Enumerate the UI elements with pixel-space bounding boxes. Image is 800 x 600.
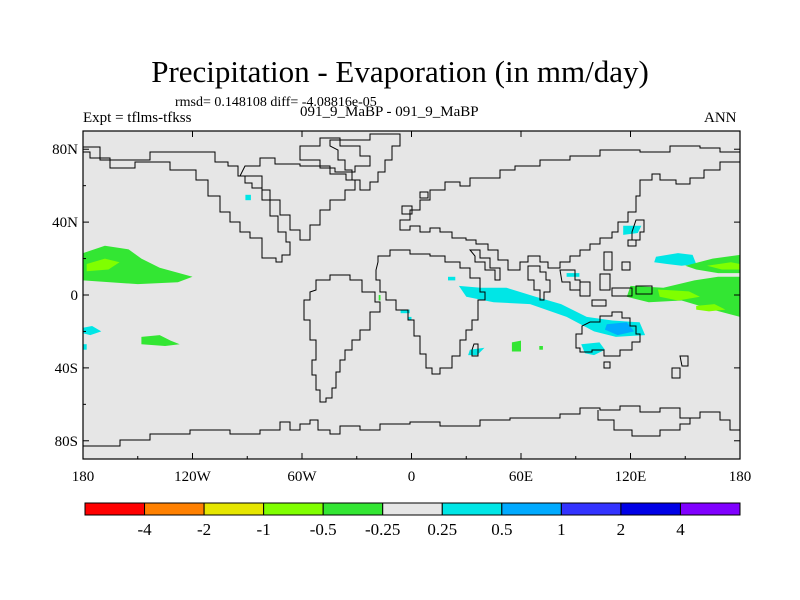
contour-region-7 [654,253,697,266]
colorbar-box [263,502,324,516]
x-tick-label: 180 [729,469,752,485]
contour-layer [83,194,740,356]
contour-region-17 [657,289,700,301]
x-tick-label: 120W [174,469,212,485]
colorbar-label: 2 [617,520,626,539]
colorbar-label: -0.25 [365,520,400,539]
contour-region-1 [86,258,120,272]
colorbar-label: 1 [557,520,566,539]
contour-region-13 [448,276,456,281]
contour-region-0 [83,245,193,285]
colorbar-box [679,502,741,516]
stats-text: rmsd= 0.148108 diff= -4.08816e-05 [175,95,377,110]
colorbar-label: 0.5 [491,520,512,539]
contour-region-23 [539,346,543,350]
colorbar-box [84,502,146,516]
contour-region-20 [707,262,740,270]
contour-region-2 [141,335,180,346]
colorbar-label: -1 [257,520,271,539]
y-tick-label: 0 [71,288,79,304]
colorbar-box [620,502,681,516]
axes: 180 120W 60W 0 60E 120E 180 80N 40N 0 40S 80S [52,131,751,485]
contour-region-21 [511,340,521,352]
colorbar-box [501,502,562,516]
x-tick-label: 120E [615,469,647,485]
colorbar-box [203,502,265,516]
contour-region-22 [378,295,381,301]
case-label: 091_9_MaBP - 091_9_MaBP [300,104,479,120]
x-tick-label: 60E [509,469,533,485]
contour-region-18 [696,304,726,312]
colorbar-box [144,502,205,516]
y-tick-label: 80N [52,142,78,158]
colorbar-label: -0.5 [310,520,337,539]
contour-region-5 [458,285,646,337]
y-tick-label: 80S [55,434,78,450]
colorbar-box [560,502,622,516]
colorbar-box [322,502,384,516]
contour-region-14 [566,273,580,277]
chart-title: Precipitation - Evaporation (in mm/day) [151,54,649,89]
contour-region-3 [83,326,102,336]
colorbar-label: 4 [676,520,685,539]
coastlines [83,133,741,447]
colorbar-box [441,502,503,516]
season-label: ANN [704,110,737,126]
experiment-label: Expt = tflms-tfkss [83,110,192,126]
x-tick-label: 60W [287,469,317,485]
colorbar-label: -2 [197,520,211,539]
y-tick-label: 40S [55,361,78,377]
y-tick-label: 40N [52,215,78,231]
colorbar-box [382,502,443,516]
colorbar-label: -4 [137,520,152,539]
contour-region-4 [83,344,87,350]
contour-region-15 [245,194,251,201]
colorbar-label: 0.25 [427,520,457,539]
x-tick-label: 180 [72,469,95,485]
colorbar: -4 -2 -1 -0.5 -0.25 0.25 0.5 1 2 4 [84,502,741,539]
x-tick-label: 0 [408,469,416,485]
contour-region-6 [604,322,635,336]
